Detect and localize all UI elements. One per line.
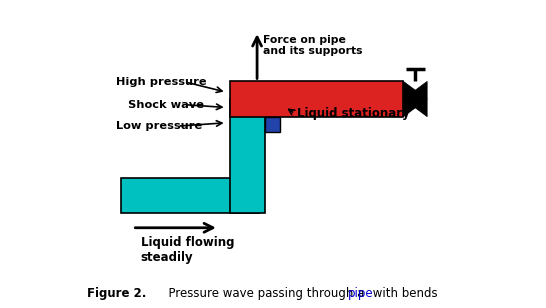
Text: Shock wave: Shock wave [128,100,204,110]
Text: with bends: with bends [369,287,437,300]
Text: Figure 2.: Figure 2. [87,287,147,300]
Polygon shape [403,81,427,117]
Bar [230,99,265,213]
Text: Pressure wave passing through a: Pressure wave passing through a [161,287,368,300]
Text: pipe: pipe [348,287,374,300]
Text: Liquid stationary: Liquid stationary [296,107,410,120]
Text: Low pressure: Low pressure [116,121,203,131]
Polygon shape [403,81,427,117]
Text: Liquid flowing
steadily: Liquid flowing steadily [141,236,234,264]
Bar [121,178,259,213]
Bar [265,117,280,132]
Text: Force on pipe
and its supports: Force on pipe and its supports [263,34,363,56]
Bar [230,81,403,117]
Text: High pressure: High pressure [116,77,207,87]
